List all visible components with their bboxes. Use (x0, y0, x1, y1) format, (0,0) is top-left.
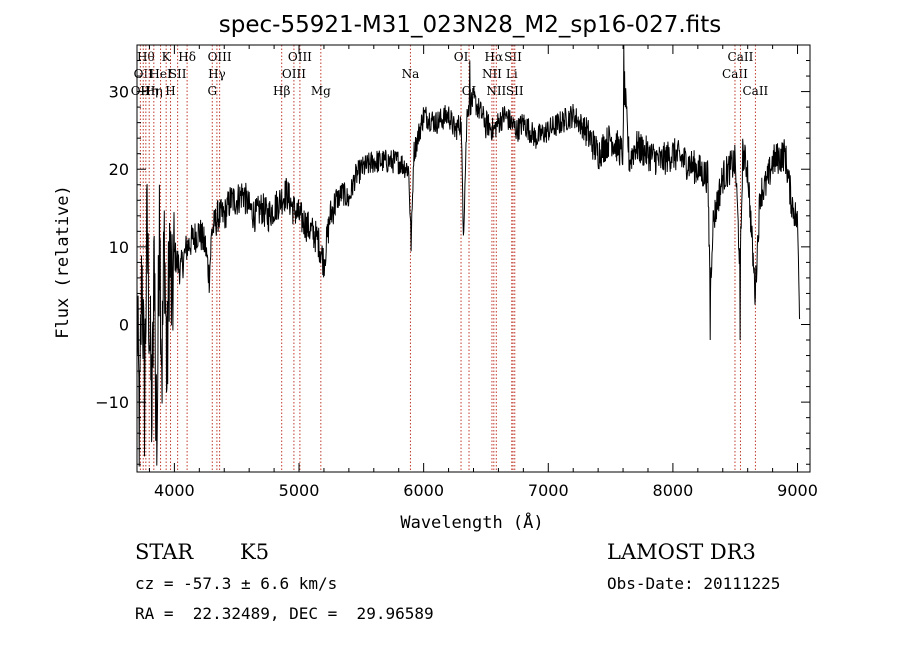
spectrum-line (136, 44, 801, 467)
line-label-15: OIII (288, 50, 312, 64)
plot-frame (136, 44, 811, 473)
y-tick-label-0: −10 (95, 393, 129, 412)
line-label-1: OII (134, 67, 154, 81)
x-tick-label-5: 9000 (777, 481, 818, 500)
object-class: STAR (135, 540, 194, 564)
line-label-6: K (162, 50, 172, 64)
survey-name: LAMOST DR3 (607, 540, 756, 564)
x-tick-label-2: 6000 (403, 481, 444, 500)
line-label-21: Hα (485, 50, 504, 64)
line-label-8: SII (169, 67, 187, 81)
line-label-13: Hβ (273, 84, 290, 98)
line-label-17: Na (402, 67, 420, 81)
coordinates: RA = 22.32489, DEC = 29.96589 (135, 604, 434, 623)
line-label-22: NII (486, 84, 506, 98)
line-label-7: H (165, 84, 175, 98)
line-label-26: CaII (722, 67, 748, 81)
redshift-velocity: cz = -57.3 ± 6.6 km/s (135, 574, 338, 593)
line-label-25: SII (506, 84, 524, 98)
emission-line-markers: OIIOIIHθHηHηHeIKHSIIHδGHγOIIIHβOIIIOIIIM… (131, 45, 769, 472)
line-label-14: OIII (282, 67, 306, 81)
line-label-9: Hδ (178, 50, 196, 64)
line-label-23: Li (506, 67, 518, 81)
line-label-16: Mg (311, 84, 331, 98)
y-axis-label: Flux (relative) (53, 185, 73, 339)
x-tick-label-1: 5000 (279, 481, 320, 500)
observation-date: Obs-Date: 20111225 (607, 574, 781, 593)
axis-ticks: 4000 5000 6000 7000 8000 9000 −10 0 10 20 30 (95, 44, 818, 500)
line-label-10: G (207, 84, 217, 98)
chart-title: spec-55921-M31_023N28_M2_sp16-027.fits (219, 12, 721, 38)
line-label-18: OI (454, 50, 469, 64)
line-label-24: SII (504, 50, 522, 64)
x-tick-label-0: 4000 (154, 481, 195, 500)
object-subclass: K5 (240, 540, 270, 564)
x-tick-label-3: 7000 (528, 481, 569, 500)
y-tick-label-2: 10 (109, 238, 129, 257)
line-label-2: Hθ (137, 50, 155, 64)
line-label-20: NII (482, 67, 502, 81)
line-label-27: CaII (728, 50, 754, 64)
x-tick-label-4: 8000 (653, 481, 694, 500)
line-label-28: CaII (742, 84, 768, 98)
x-axis-label: Wavelength (Å) (400, 511, 543, 533)
line-label-4: Hη (145, 84, 163, 98)
line-label-12: OIII (208, 50, 232, 64)
y-tick-label-3: 20 (109, 160, 129, 179)
line-label-11: Hγ (208, 67, 226, 81)
y-tick-label-4: 30 (109, 83, 129, 102)
y-tick-label-1: 0 (119, 315, 129, 334)
